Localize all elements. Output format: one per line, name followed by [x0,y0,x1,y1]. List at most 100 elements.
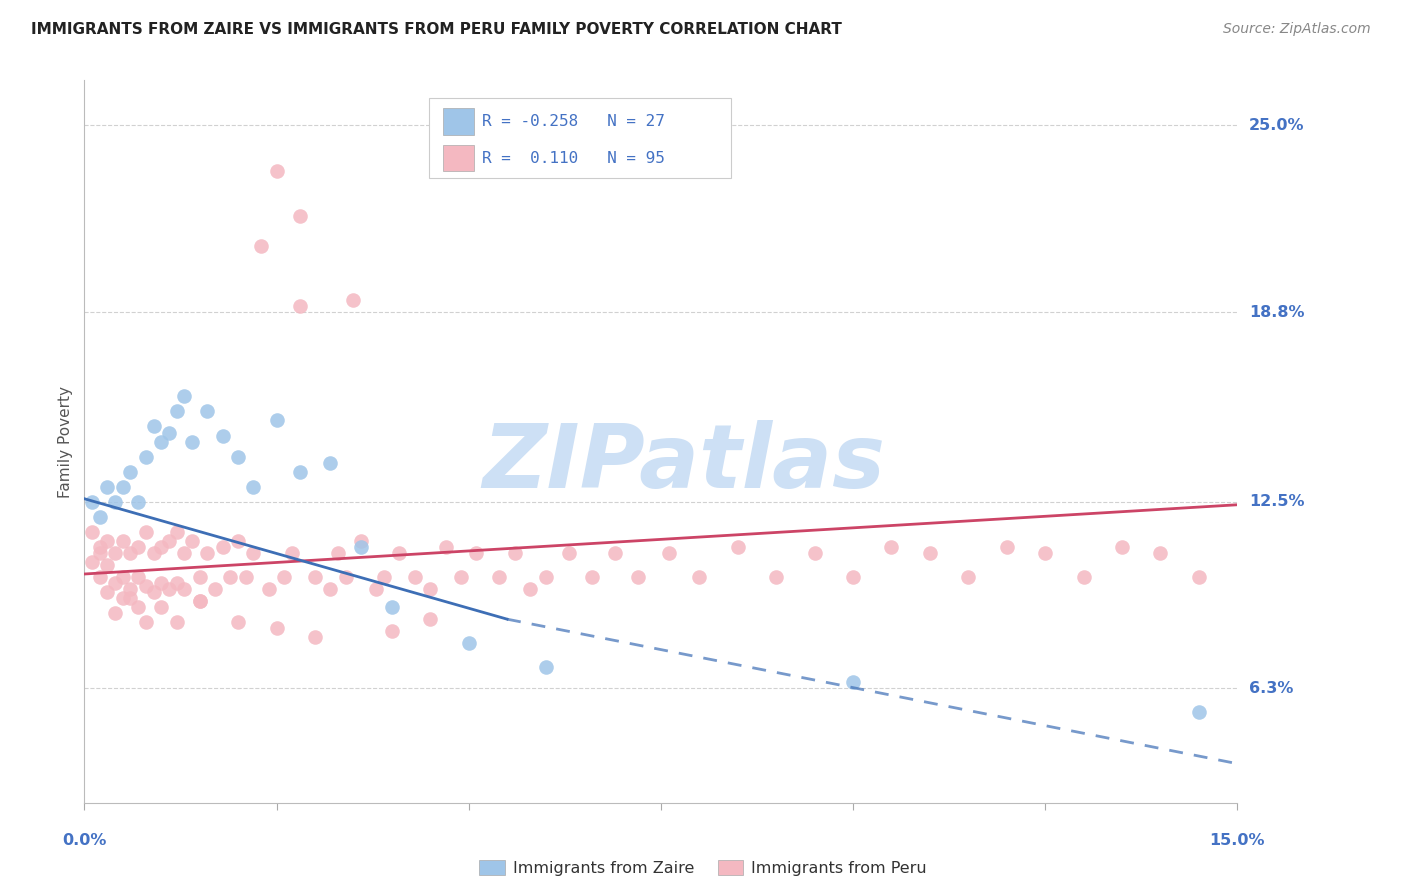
Point [688,570,710,584]
Point [96,585,118,599]
Point [335,570,357,584]
Point [150,600,173,615]
Point [557,546,579,560]
Point [127,540,149,554]
Point [388,546,411,560]
Point [266,621,288,635]
Point [419,582,441,596]
Point [104,576,127,591]
Point [173,582,195,596]
Point [111,570,134,584]
Point [226,615,249,630]
Point [319,582,342,596]
Point [381,600,404,615]
Point [157,425,180,440]
Point [534,660,557,674]
Point [257,582,280,596]
Text: Source: ZipAtlas.com: Source: ZipAtlas.com [1223,22,1371,37]
Text: R = -0.258   N = 27: R = -0.258 N = 27 [482,113,665,128]
Text: R =  0.110   N = 95: R = 0.110 N = 95 [482,151,665,166]
Point [135,579,157,593]
Point [166,524,188,539]
Point [1188,706,1211,720]
Text: 18.8%: 18.8% [1249,304,1305,319]
Point [111,533,134,548]
Point [96,558,118,572]
Point [219,570,242,584]
Text: IMMIGRANTS FROM ZAIRE VS IMMIGRANTS FROM PERU FAMILY POVERTY CORRELATION CHART: IMMIGRANTS FROM ZAIRE VS IMMIGRANTS FROM… [31,22,842,37]
Text: 0.0%: 0.0% [62,833,107,848]
Text: 25.0%: 25.0% [1249,118,1305,133]
Point [266,163,288,178]
Point [135,524,157,539]
Point [104,546,127,560]
Point [281,546,304,560]
Point [288,299,311,313]
Point [157,533,180,548]
Point [434,540,457,554]
Point [120,465,142,479]
Point [350,533,373,548]
Point [166,576,188,591]
Point [104,606,127,620]
Point [142,419,165,434]
Point [918,546,941,560]
Point [89,509,111,524]
Point [326,546,349,560]
Point [1073,570,1095,584]
Point [342,293,364,307]
Point [404,570,426,584]
Point [166,404,188,418]
Point [627,570,650,584]
Point [173,389,195,403]
Point [465,546,488,560]
Point [80,524,103,539]
Point [204,582,226,596]
Point [288,465,311,479]
Point [503,546,526,560]
Point [519,582,541,596]
Point [250,239,273,253]
Point [142,585,165,599]
Point [120,591,142,606]
Point [195,546,218,560]
Point [181,434,204,449]
Point [273,570,295,584]
Point [127,570,149,584]
Point [142,546,165,560]
Point [1149,546,1171,560]
Point [181,533,204,548]
Point [111,480,134,494]
Point [166,615,188,630]
Point [880,540,903,554]
Point [350,540,373,554]
Point [765,570,787,584]
Point [1188,570,1211,584]
Point [534,570,557,584]
Point [419,612,441,626]
Point [89,570,111,584]
Point [120,582,142,596]
Point [150,434,173,449]
Point [266,413,288,427]
Point [1111,540,1133,554]
Point [373,570,395,584]
Point [242,546,264,560]
Point [80,494,103,508]
Point [727,540,749,554]
Point [135,450,157,464]
Point [603,546,626,560]
Point [195,404,218,418]
Point [304,630,326,644]
Point [226,450,249,464]
Point [157,582,180,596]
Point [80,555,103,569]
Point [188,594,211,608]
Text: ZIPatlas: ZIPatlas [482,420,886,507]
Point [657,546,679,560]
Text: 12.5%: 12.5% [1249,494,1305,509]
Point [366,582,388,596]
Point [127,494,149,508]
Point [135,615,157,630]
Point [488,570,510,584]
